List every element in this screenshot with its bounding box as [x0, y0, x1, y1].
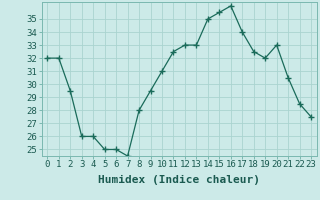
X-axis label: Humidex (Indice chaleur): Humidex (Indice chaleur)	[98, 175, 260, 185]
